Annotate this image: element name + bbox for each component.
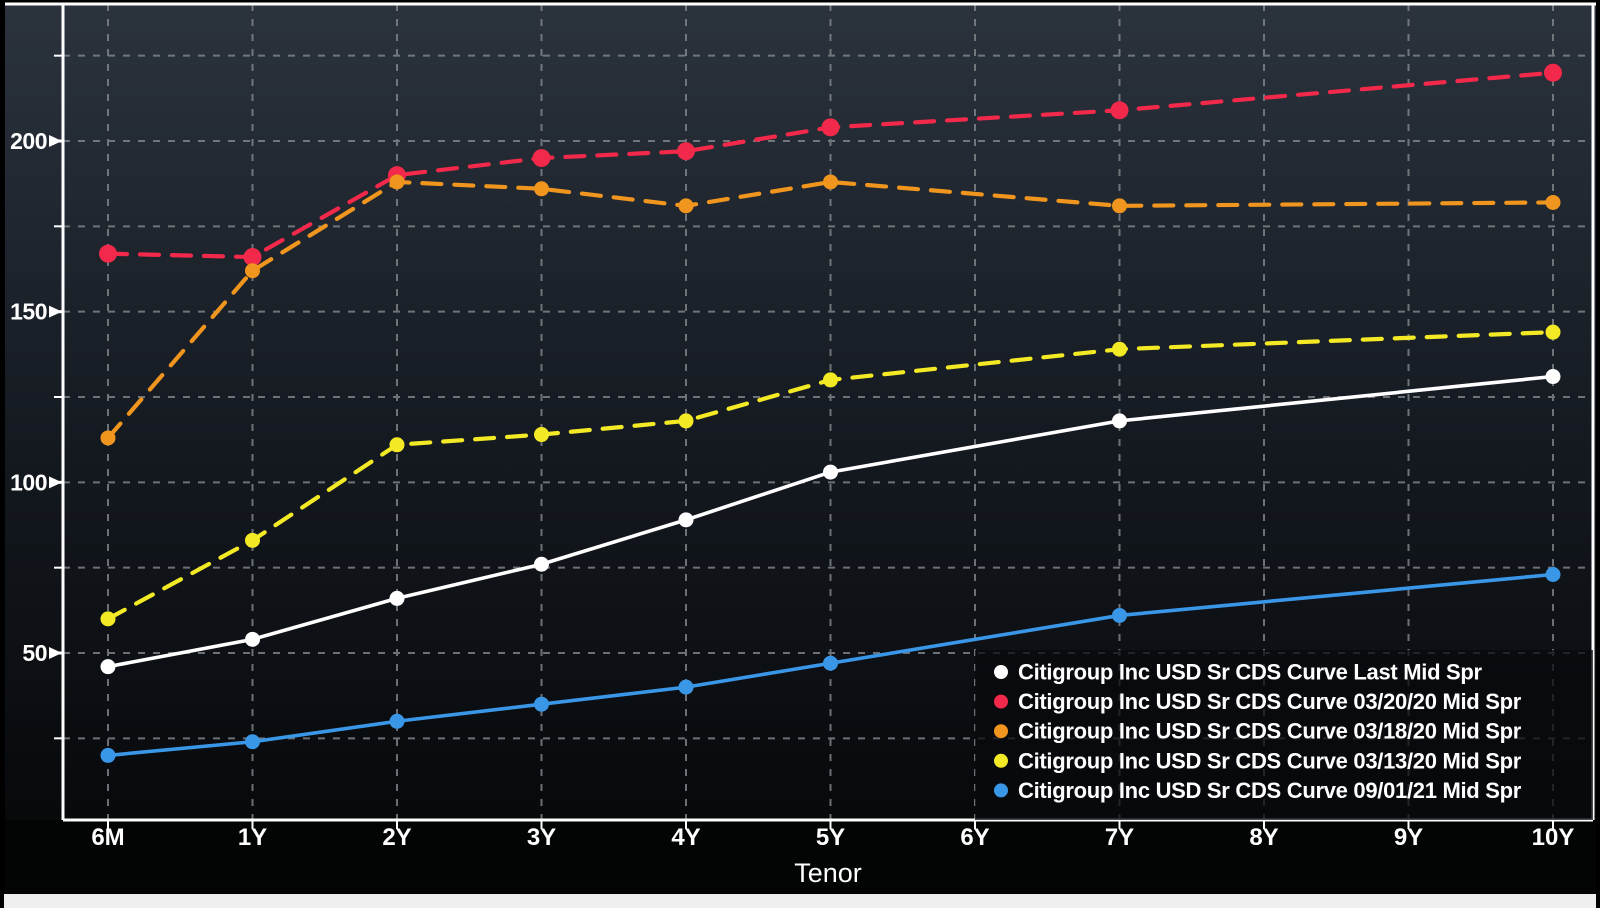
legend-item-3[interactable]: Citigroup Inc USD Sr CDS Curve 03/13/20 …: [994, 748, 1522, 773]
data-point-3-10Y: [1545, 324, 1561, 340]
x-tick-label-2Y: 2Y: [382, 824, 411, 851]
data-point-2-10Y: [1545, 194, 1561, 210]
data-point-3-7Y: [1112, 341, 1127, 357]
data-point-4-10Y: [1545, 566, 1561, 582]
data-point-1-6M: [99, 244, 117, 263]
series-line-4: [106, 572, 1555, 758]
data-point-3-2Y: [389, 437, 405, 453]
data-point-0-3Y: [534, 556, 549, 572]
legend-marker-icon: [994, 665, 1008, 679]
data-point-3-1Y: [245, 532, 260, 548]
x-tick-label-5Y: 5Y: [816, 824, 845, 851]
x-tick-label-6Y: 6Y: [960, 824, 989, 851]
x-tick-label-1Y: 1Y: [238, 824, 267, 851]
data-point-0-10Y: [1545, 369, 1561, 385]
data-point-2-7Y: [1112, 198, 1127, 214]
data-point-4-1Y: [245, 734, 260, 750]
data-point-0-7Y: [1112, 413, 1127, 429]
data-point-0-5Y: [823, 464, 838, 480]
series-line-2: [105, 179, 1556, 441]
data-point-0-6M: [100, 659, 116, 675]
data-point-2-6M: [100, 430, 116, 446]
legend-marker-icon: [994, 783, 1008, 798]
data-point-3-4Y: [678, 413, 694, 429]
y-tick-pointer-50: [49, 646, 62, 659]
y-tick-pointer-200: [49, 135, 62, 147]
data-point-3-5Y: [823, 372, 838, 388]
legend-label: Citigroup Inc USD Sr CDS Curve 03/20/20 …: [1018, 689, 1522, 714]
legend-marker-icon: [994, 724, 1008, 739]
legend-label: Citigroup Inc USD Sr CDS Curve 03/18/20 …: [1018, 719, 1522, 744]
legend-item-2[interactable]: Citigroup Inc USD Sr CDS Curve 03/18/20 …: [994, 719, 1522, 744]
series-line-3: [105, 330, 1556, 621]
legend-marker-icon: [994, 753, 1008, 768]
data-point-1-1Y: [243, 248, 262, 267]
legend-label: Citigroup Inc USD Sr CDS Curve 03/13/20 …: [1018, 748, 1522, 773]
data-point-3-6M: [100, 611, 116, 627]
y-tick-label-100: 100: [10, 469, 47, 495]
x-tick-label-7Y: 7Y: [1105, 824, 1134, 851]
legend-marker-icon: [994, 694, 1008, 709]
window-bottom-strip: [4, 894, 1596, 908]
data-point-1-10Y: [1544, 63, 1562, 82]
legend-item-4[interactable]: Citigroup Inc USD Sr CDS Curve 09/01/21 …: [994, 778, 1522, 803]
data-point-3-3Y: [534, 427, 549, 443]
legend-item-1[interactable]: Citigroup Inc USD Sr CDS Curve 03/20/20 …: [994, 689, 1522, 714]
x-tick-label-10Y: 10Y: [1532, 824, 1575, 851]
legend-label: Citigroup Inc USD Sr CDS Curve 09/01/21 …: [1018, 778, 1522, 803]
xaxis-band: [5, 820, 1596, 893]
x-tick-label-6M: 6M: [91, 824, 124, 851]
y-tick-pointer-150: [49, 305, 62, 318]
data-point-1-7Y: [1110, 101, 1129, 120]
data-point-1-4Y: [677, 142, 695, 161]
data-point-2-2Y: [389, 174, 405, 190]
legend-label: Citigroup Inc USD Sr CDS Curve Last Mid …: [1018, 660, 1483, 685]
legend-box: [975, 650, 1593, 820]
data-point-2-1Y: [245, 263, 260, 279]
x-axis-title: Tenor: [794, 858, 862, 888]
data-point-2-5Y: [823, 174, 838, 190]
x-tick-label-3Y: 3Y: [527, 824, 556, 851]
y-tick-label-150: 150: [10, 299, 47, 325]
y-tick-label-50: 50: [22, 640, 47, 666]
y-tick-pointer-100: [49, 476, 62, 489]
x-tick-label-9Y: 9Y: [1394, 824, 1423, 851]
data-point-2-3Y: [534, 181, 549, 197]
legend-item-0[interactable]: Citigroup Inc USD Sr CDS Curve Last Mid …: [994, 660, 1483, 685]
data-point-0-2Y: [389, 590, 405, 606]
y-tick-label-200: 200: [10, 128, 47, 154]
data-point-4-5Y: [823, 655, 838, 671]
series-line-1: [105, 70, 1556, 260]
data-point-4-4Y: [678, 679, 694, 695]
data-point-2-4Y: [678, 198, 694, 214]
x-tick-label-4Y: 4Y: [671, 824, 700, 851]
data-point-1-3Y: [532, 149, 551, 168]
data-point-4-7Y: [1112, 607, 1127, 623]
data-point-0-4Y: [678, 512, 694, 528]
data-point-4-6M: [100, 747, 116, 763]
data-point-1-5Y: [821, 118, 840, 137]
data-point-0-1Y: [245, 631, 260, 647]
series-line-0: [106, 374, 1555, 669]
x-tick-label-8Y: 8Y: [1249, 824, 1278, 851]
data-point-4-3Y: [534, 696, 549, 712]
data-point-4-2Y: [389, 713, 405, 729]
